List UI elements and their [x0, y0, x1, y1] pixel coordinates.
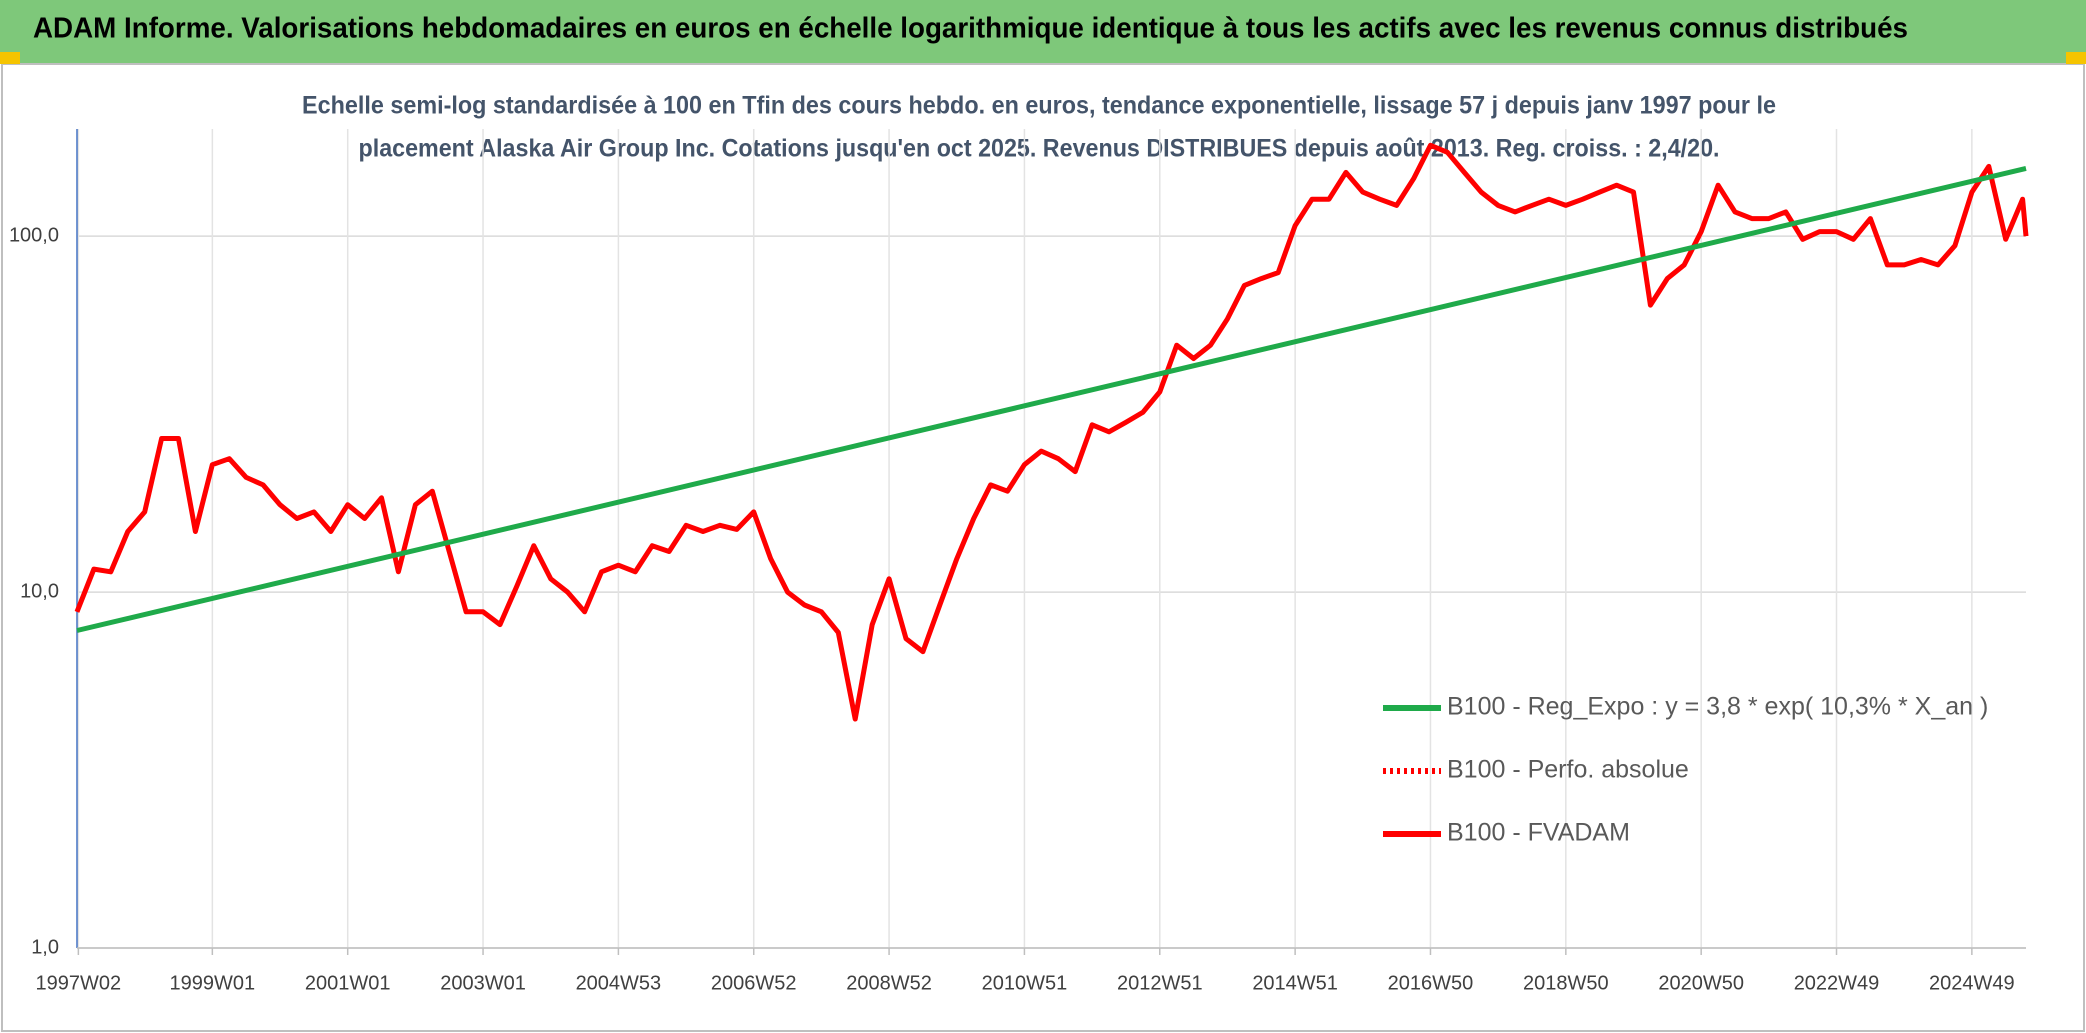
y-tick-label: 10,0	[20, 580, 59, 602]
x-tick-label: 2001W01	[305, 972, 391, 994]
x-tick-label: 2018W50	[1523, 972, 1609, 994]
x-tick-label: 2014W51	[1252, 972, 1338, 994]
frame	[1, 63, 2085, 1032]
x-tick-label: 2024W49	[1929, 972, 2015, 994]
x-tick-label: 2008W52	[846, 972, 932, 994]
x-tick-label: 1997W02	[36, 972, 122, 994]
x-tick-label: 2010W51	[982, 972, 1068, 994]
subtitle: Echelle semi-log standardisée à 100 en T…	[302, 92, 1776, 120]
corner-mark	[2066, 52, 2086, 64]
legend-label: B100 - FVADAM	[1447, 819, 1630, 847]
y-tick-label: 1,0	[31, 936, 59, 958]
x-tick-label: 2016W50	[1388, 972, 1474, 994]
x-tick-label: 2004W53	[576, 972, 662, 994]
legend-label: B100 - Reg_Expo : y = 3,8 * exp( 10,3% *…	[1447, 693, 1988, 721]
x-tick-label: 2020W50	[1658, 972, 1744, 994]
x-tick-label: 2003W01	[440, 972, 526, 994]
title-bar	[0, 0, 2086, 63]
x-tick-label: 1999W01	[170, 972, 256, 994]
x-tick-label: 2012W51	[1117, 972, 1203, 994]
line-series	[74, 142, 2029, 722]
corner-mark	[0, 52, 20, 64]
line-series	[76, 165, 2027, 633]
y-tick-label: 100,0	[9, 224, 59, 246]
x-tick-label: 2006W52	[711, 972, 797, 994]
subtitle: placement Alaska Air Group Inc. Cotation…	[359, 135, 1720, 163]
legend-label: B100 - Perfo. absolue	[1447, 756, 1689, 784]
chart-title: ADAM Informe. Valorisations hebdomadaire…	[33, 13, 1908, 45]
x-tick-label: 2022W49	[1794, 972, 1880, 994]
